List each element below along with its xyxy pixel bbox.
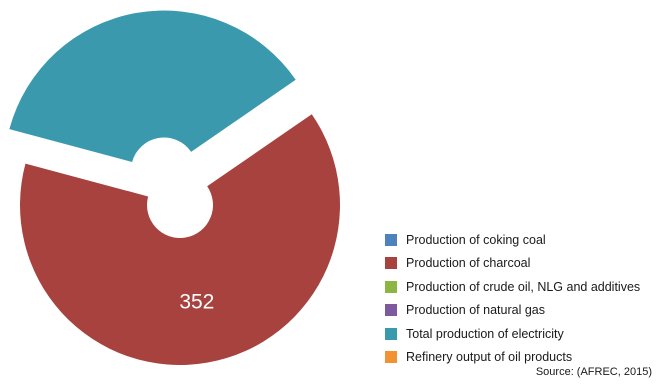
legend-label: Refinery output of oil products [406,350,573,365]
source-note: Source: (AFREC, 2015) [535,366,652,378]
data-label: 352 [179,290,214,313]
legend-item: Production of charcoal [385,252,660,276]
legend-swatch [385,280,397,293]
legend-swatch [385,351,397,364]
legend-swatch [385,327,397,340]
legend-item: Production of coking coal [385,228,660,252]
legend-swatch [385,304,397,317]
legend-swatch [385,257,397,270]
legend-item: Refinery output of oil products [385,346,660,370]
legend-swatch [385,233,397,246]
pie-slice-total-production-of-electricity [9,10,296,163]
legend-label: Production of natural gas [406,303,545,318]
legend-item: Production of natural gas [385,299,660,323]
chart-legend: Production of coking coal Production of c… [385,228,660,369]
legend-item: Total production of electricity [385,322,660,346]
legend-label: Production of charcoal [406,256,531,271]
pie-slice-production-of-charcoal [20,114,341,365]
legend-item: Production of crude oil, NLG and additiv… [385,275,660,299]
legend-label: Production of crude oil, NLG and additiv… [406,279,641,294]
legend-label: Production of coking coal [406,232,546,247]
legend-label: Total production of electricity [406,326,564,341]
